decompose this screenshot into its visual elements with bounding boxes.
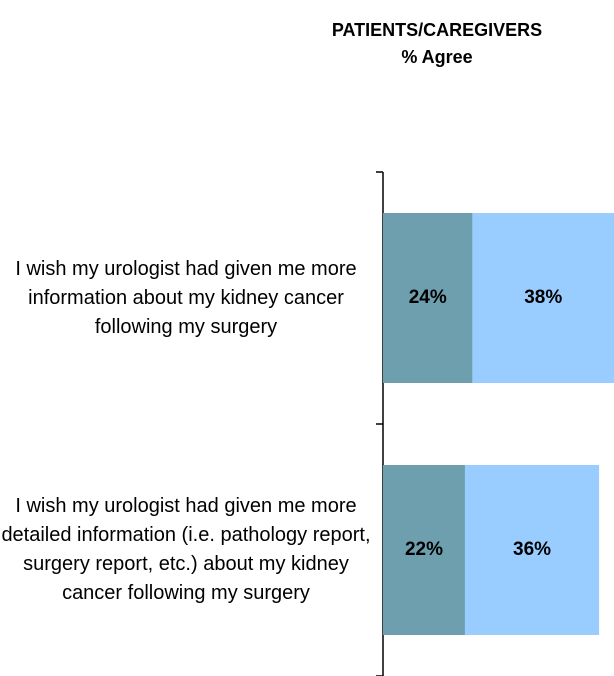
value-label: 38% [524,287,562,308]
value-label: 36% [513,539,551,560]
chart-subtitle: % Agree [401,47,473,67]
bar-segment [383,213,473,383]
bar-segment [464,465,600,635]
category-label: I wish my urologist had given me more de… [1,495,371,604]
bar-segment [383,465,465,635]
bar-segment [472,213,614,383]
category-label: I wish my urologist had given me more in… [15,257,357,338]
chart-title: PATIENTS/CAREGIVERS [331,20,543,40]
value-label: 22% [405,539,443,560]
value-label: 24% [409,287,447,308]
